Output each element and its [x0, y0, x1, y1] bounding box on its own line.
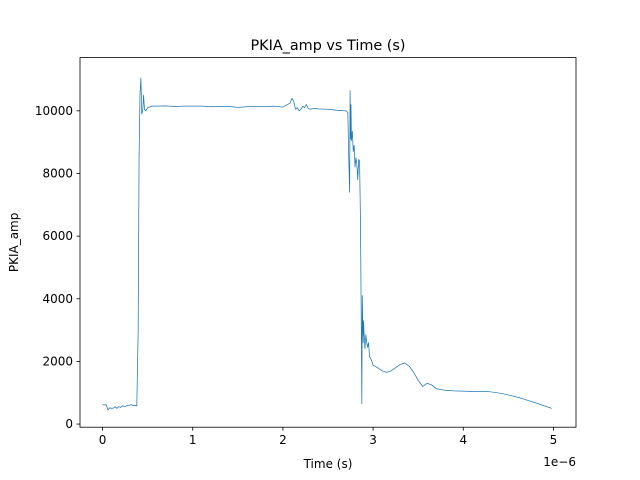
x-axis: 0 1 2 3 4 5 — [99, 427, 558, 447]
x-tick-label: 0 — [99, 433, 107, 447]
y-axis: 0 2000 4000 6000 8000 10000 — [35, 104, 80, 431]
x-tick-label: 3 — [369, 433, 377, 447]
x-tick-label: 2 — [279, 433, 287, 447]
y-tick-label: 10000 — [35, 104, 73, 118]
y-tick-label: 2000 — [42, 354, 73, 368]
chart-title: PKIA_amp vs Time (s) — [250, 38, 405, 54]
x-tick-label: 5 — [550, 433, 558, 447]
y-tick-label: 6000 — [42, 229, 73, 243]
x-tick-label: 1 — [189, 433, 197, 447]
series-line-0 — [102, 77, 552, 411]
plot-frame — [79, 57, 577, 428]
y-tick-label: 0 — [65, 417, 73, 431]
y-tick-label: 4000 — [42, 292, 73, 306]
x-axis-label: Time (s) — [303, 457, 353, 471]
y-tick-label: 8000 — [42, 166, 73, 180]
plot-area — [102, 77, 552, 411]
x-axis-offset-label: 1e−6 — [543, 455, 576, 469]
y-axis-label: PKIA_amp — [7, 213, 21, 273]
x-tick-label: 4 — [459, 433, 467, 447]
